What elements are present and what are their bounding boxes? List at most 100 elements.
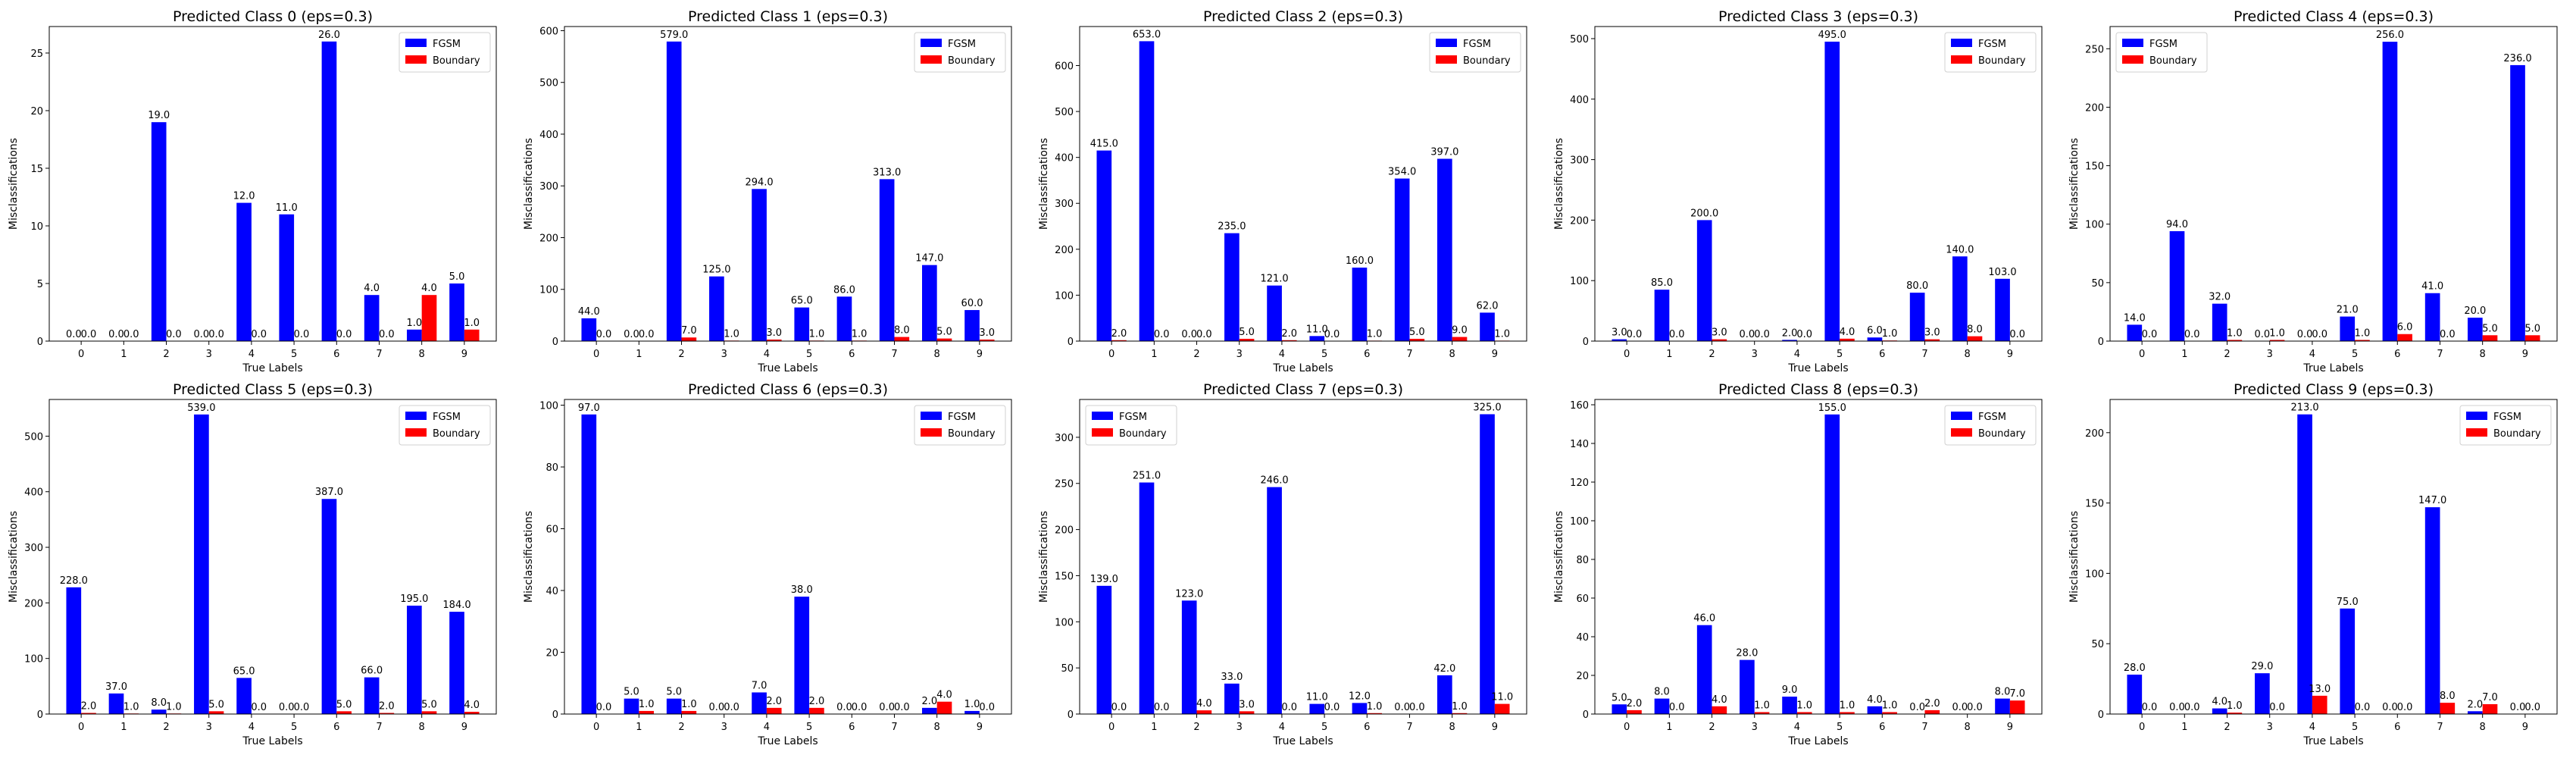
x-tick-label: 2: [163, 349, 169, 360]
x-tick-label: 0: [78, 722, 84, 733]
bar-fgsm: [2424, 293, 2440, 341]
data-label: 37.0: [105, 681, 127, 693]
data-label: 0.0: [1196, 329, 1212, 340]
bar-fgsm: [666, 698, 682, 714]
data-label: 4.0: [464, 700, 480, 711]
data-label: 7.0: [2009, 688, 2025, 700]
y-tick-label: 150: [1055, 571, 1074, 582]
y-tick-label: 60: [546, 525, 558, 536]
bar-boundary: [2355, 340, 2370, 341]
data-label: 1.0: [1840, 700, 1855, 711]
x-tick-label: 9: [461, 349, 467, 360]
data-label: 12.0: [1349, 691, 1371, 702]
x-tick-label: 7: [1406, 349, 1412, 360]
x-tick-label: 8: [419, 349, 425, 360]
x-tick-label: 4: [1794, 722, 1800, 733]
y-tick-label: 200: [1570, 215, 1589, 227]
y-tick-label: 15: [30, 164, 43, 175]
x-tick-label: 4: [2309, 349, 2315, 360]
bar-fgsm: [1654, 290, 1670, 341]
bar-fgsm: [1995, 698, 2010, 714]
data-label: 94.0: [2166, 219, 2188, 230]
legend-swatch-boundary: [921, 55, 942, 64]
y-tick-label: 0: [1583, 337, 1589, 348]
data-label: 0.0: [1967, 702, 1983, 713]
legend-swatch-boundary: [1951, 428, 1972, 437]
y-axis-label: Misclassifications: [523, 511, 535, 603]
plot-frame: [1594, 399, 2043, 715]
bar-boundary: [1239, 338, 1255, 341]
bar-boundary: [336, 711, 352, 714]
y-tick-label: 60: [1576, 594, 1589, 605]
legend-label: FGSM: [433, 412, 461, 423]
data-label: 155.0: [1818, 402, 1846, 414]
y-tick-label: 100: [24, 654, 43, 666]
bar-boundary: [1367, 713, 1382, 714]
x-tick-label: 8: [934, 722, 940, 733]
x-tick-label: 1: [1151, 722, 1157, 733]
data-label: 251.0: [1133, 471, 1161, 482]
data-label: 0.0: [2269, 702, 2285, 713]
y-tick-label: 50: [2091, 639, 2104, 650]
data-label: 0.0: [2397, 702, 2413, 713]
data-label: 33.0: [1221, 672, 1243, 683]
x-tick-label: 7: [2437, 349, 2443, 360]
data-label: 0.0: [2142, 702, 2158, 713]
legend-label: Boundary: [2493, 428, 2541, 440]
bar-fgsm: [1696, 625, 1712, 714]
chart-panel-2: Predicted Class 2 (eps=0.3)0100200300400…: [1038, 8, 1527, 373]
y-tick-label: 500: [24, 431, 43, 443]
data-label: 147.0: [915, 253, 943, 265]
x-tick-label: 3: [1752, 349, 1758, 360]
data-label: 0.0: [894, 702, 910, 713]
bar-fgsm: [794, 597, 810, 714]
x-tick-label: 2: [1193, 349, 1199, 360]
bar-boundary: [894, 337, 910, 341]
y-tick-label: 500: [1055, 107, 1074, 118]
y-tick-label: 0: [2098, 709, 2104, 721]
data-label: 325.0: [1473, 402, 1501, 413]
y-tick-label: 100: [2085, 568, 2104, 580]
bar-fgsm: [407, 606, 422, 714]
bar-boundary: [1840, 338, 1855, 341]
legend: FGSM Boundary: [1085, 405, 1177, 446]
legend-swatch-boundary: [2122, 55, 2143, 64]
legend-label: Boundary: [948, 55, 996, 67]
y-tick-label: 300: [539, 181, 558, 193]
x-tick-label: 3: [1236, 722, 1243, 733]
plot-frame: [2109, 399, 2558, 715]
bar-boundary: [379, 713, 395, 714]
bar-fgsm: [1224, 683, 1240, 714]
bar-boundary: [1967, 336, 1983, 341]
data-label: 8.0: [1654, 687, 1670, 698]
x-tick-label: 9: [2007, 722, 2013, 733]
data-label: 2.0: [1627, 698, 1643, 709]
bar-boundary: [464, 329, 480, 341]
data-label: 4.0: [2212, 697, 2227, 708]
data-label: 6.0: [2397, 322, 2413, 334]
data-label: 8.0: [894, 325, 910, 337]
data-label: 62.0: [1477, 300, 1499, 312]
data-label: 5.0: [2482, 323, 2498, 334]
x-tick-label: 2: [678, 722, 684, 733]
legend-label: Boundary: [1119, 428, 1167, 440]
bar-boundary: [2312, 695, 2327, 714]
data-label: 3.0: [1239, 699, 1255, 710]
data-label: 7.0: [2482, 692, 2498, 703]
data-label: 246.0: [1260, 475, 1288, 487]
bar-fgsm: [1952, 256, 1968, 341]
x-tick-label: 7: [891, 722, 897, 733]
bar-fgsm: [1139, 41, 1155, 341]
y-tick-label: 80: [546, 462, 558, 474]
data-label: 0.0: [251, 702, 267, 713]
bar-fgsm: [2468, 711, 2483, 714]
data-label: 0.0: [208, 329, 224, 340]
bar-fgsm: [1696, 220, 1712, 341]
x-tick-label: 3: [2267, 722, 2273, 733]
chart-panel-0: Predicted Class 0 (eps=0.3)05101520250.0…: [8, 8, 497, 373]
data-label: 1.0: [1882, 700, 1898, 711]
x-axis-label: True Labels: [1272, 735, 1333, 746]
x-tick-label: 4: [1279, 349, 1285, 360]
x-tick-label: 0: [1108, 722, 1114, 733]
data-label: 19.0: [148, 110, 170, 121]
